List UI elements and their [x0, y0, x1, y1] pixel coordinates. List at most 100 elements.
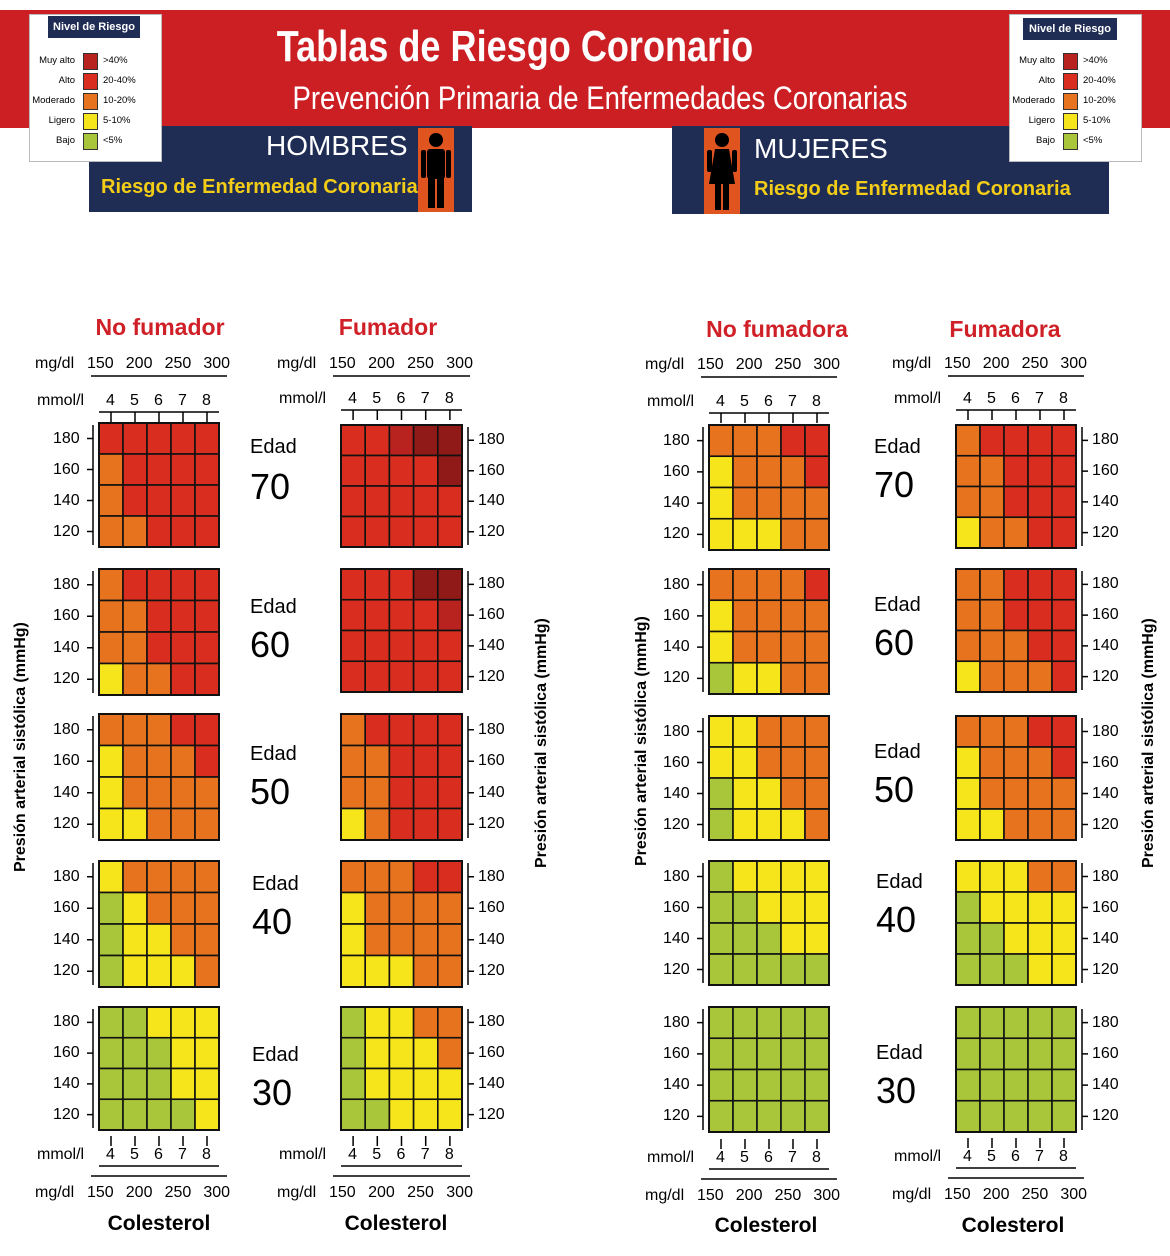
risk-cell — [1003, 746, 1029, 779]
risk-cell — [412, 923, 439, 957]
legend-right-range-2: 10-20% — [1083, 95, 1116, 106]
risk-grid-frame — [340, 713, 463, 841]
risk-cell — [170, 1006, 196, 1039]
risk-cell — [756, 715, 782, 748]
sbp-tick-label: 160 — [1092, 898, 1119, 916]
risk-cell — [756, 953, 782, 986]
mgdl-label-bottom: mg/dl — [277, 1184, 317, 1201]
mgdl-tick-label-top: 200 — [735, 356, 763, 373]
header-banner — [0, 10, 1170, 128]
risk-cell — [412, 891, 439, 925]
risk-cell — [780, 661, 806, 695]
risk-cell — [170, 1098, 196, 1131]
risk-cell — [732, 808, 758, 841]
risk-cell — [98, 568, 124, 602]
legend-right-range-1: 20-40% — [1083, 75, 1116, 86]
legend-left-swatch-3 — [83, 113, 98, 130]
risk-cell — [804, 1006, 830, 1040]
risk-cell — [436, 807, 463, 841]
edad-label: Edad — [250, 436, 297, 458]
risk-cell — [979, 629, 1005, 663]
risk-cell — [194, 599, 220, 633]
sbp-tick-label: 160 — [1092, 1044, 1119, 1062]
risk-cell — [122, 599, 148, 633]
risk-cell — [780, 599, 806, 633]
risk-cell — [194, 1067, 220, 1101]
risk-cell — [122, 568, 148, 602]
risk-cell — [340, 629, 367, 663]
sbp-tick-label: 120 — [663, 960, 690, 978]
mmol-tick-label-bottom: 7 — [1035, 1148, 1044, 1165]
risk-cell — [364, 568, 391, 601]
risk-cell — [1051, 1037, 1077, 1071]
risk-cell — [1027, 922, 1053, 955]
risk-cell — [756, 891, 782, 924]
risk-cell — [979, 598, 1005, 632]
mgdl-tick-label-bottom: 300 — [813, 1187, 841, 1204]
risk-grid-frame — [955, 1006, 1077, 1133]
risk-cell — [979, 1068, 1005, 1102]
risk-cell — [98, 631, 124, 665]
mgdl-tick-label-bottom: 150 — [329, 1184, 356, 1201]
risk-cell — [732, 922, 758, 955]
risk-cell — [955, 922, 981, 955]
legend-left-swatch-2 — [83, 93, 98, 110]
risk-cell — [804, 891, 830, 924]
risk-cell — [170, 923, 196, 957]
risk-cell — [146, 713, 172, 747]
risk-cell — [979, 424, 1005, 457]
risk-cell — [756, 630, 782, 664]
risk-cell — [436, 515, 463, 548]
risk-cell — [756, 746, 782, 779]
edad-label: Edad — [250, 743, 297, 765]
legend-right-range-3: 5-10% — [1083, 115, 1111, 126]
xlabel-colesterol-2: Colesterol — [344, 1212, 448, 1235]
risk-cell — [436, 1098, 463, 1131]
risk-cell — [1027, 891, 1053, 924]
risk-cell — [340, 923, 367, 957]
mmol-tick-label-bottom: 4 — [348, 1146, 357, 1163]
risk-cell — [1051, 1068, 1077, 1102]
risk-cell — [1003, 1037, 1029, 1071]
sbp-tick-label: 140 — [53, 930, 80, 948]
risk-cell — [412, 860, 439, 894]
risk-cell — [979, 454, 1005, 488]
mgdl-tick-label-top: 300 — [203, 355, 231, 372]
risk-cell — [804, 953, 830, 986]
risk-cell — [955, 485, 981, 519]
risk-cell — [1003, 424, 1029, 457]
risk-cell — [756, 777, 782, 810]
risk-cell — [388, 744, 415, 778]
risk-grid-frame — [955, 424, 1077, 549]
risk-cell — [194, 1036, 220, 1070]
risk-cell — [955, 598, 981, 632]
legend-right-label-2: Moderado — [1012, 95, 1055, 106]
risk-cell — [340, 1036, 367, 1070]
risk-cell — [436, 660, 463, 693]
risk-cell — [388, 515, 415, 548]
risk-cell — [340, 515, 367, 548]
risk-cell — [146, 599, 172, 633]
risk-cell — [146, 776, 172, 810]
sbp-tick-label: 140 — [663, 1076, 690, 1094]
risk-grid-frame — [708, 424, 830, 551]
sbp-tick-label: 160 — [478, 752, 505, 770]
risk-cell — [122, 1067, 148, 1101]
mmol-tick-label-bottom: 8 — [812, 1149, 821, 1166]
risk-cell — [1003, 1068, 1029, 1102]
risk-cell — [780, 517, 806, 551]
risk-cell — [122, 744, 148, 778]
risk-cell — [732, 1099, 758, 1133]
man-figure — [418, 128, 454, 212]
sbp-tick-label: 180 — [478, 1013, 505, 1031]
risk-cell — [436, 485, 463, 518]
legend-left-range-3: 5-10% — [103, 115, 131, 126]
risk-cell — [732, 661, 758, 695]
risk-cell — [122, 860, 148, 894]
risk-cell — [436, 1036, 463, 1070]
risk-cell — [708, 486, 734, 520]
risk-cell — [1003, 598, 1029, 632]
mmol-tick-label-bottom: 6 — [1011, 1148, 1020, 1165]
risk-cell — [732, 517, 758, 551]
title-no-fumador: No fumador — [95, 314, 225, 340]
